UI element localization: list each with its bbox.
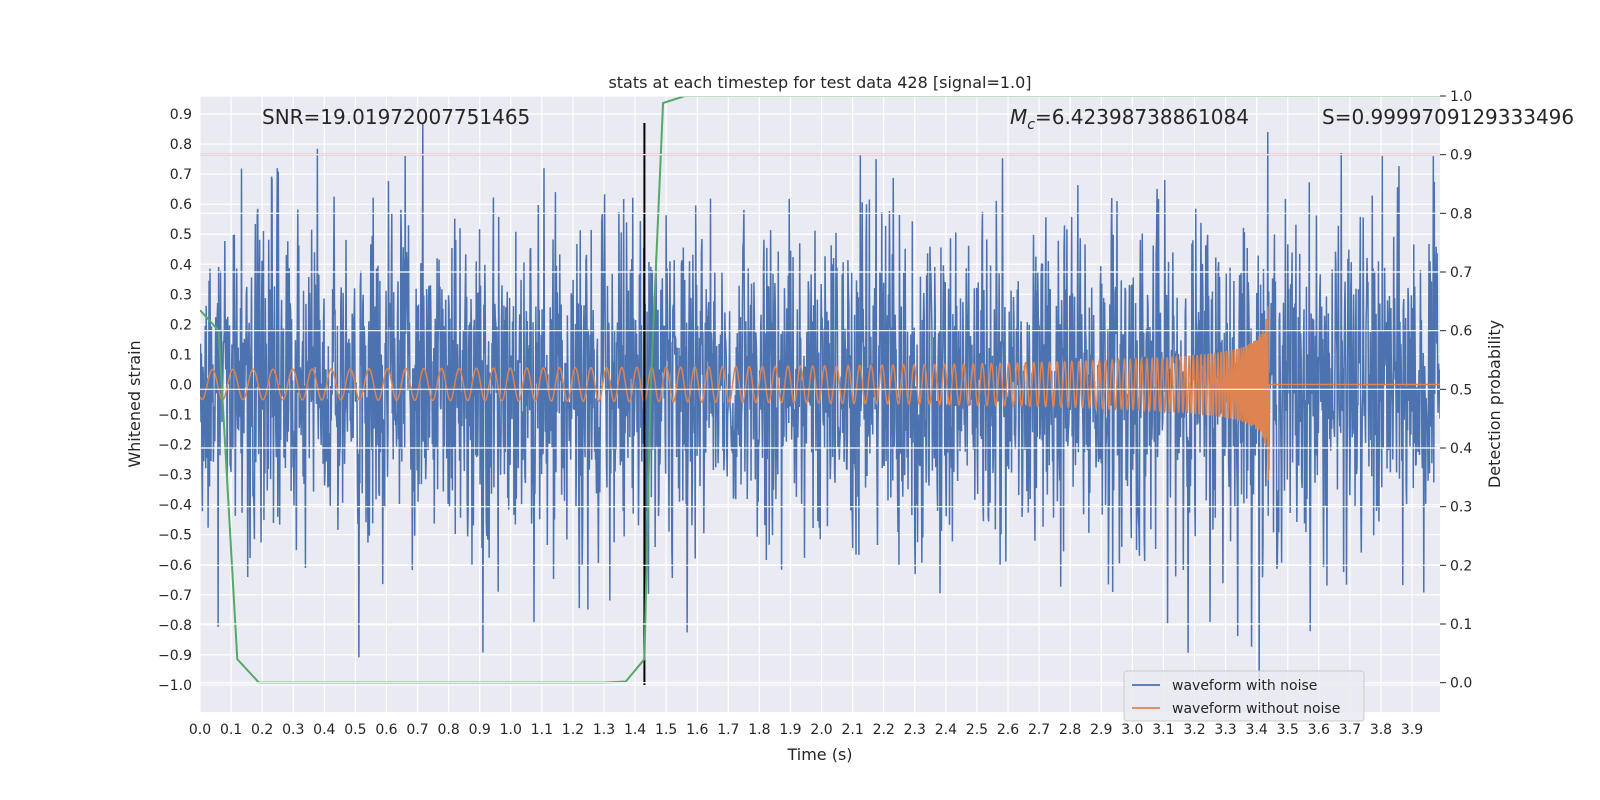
y-tick-label: −0.5 bbox=[158, 528, 192, 544]
x-tick-label: 0.2 bbox=[251, 722, 273, 738]
x-tick-label: 0.4 bbox=[313, 722, 335, 738]
x-tick-label: 2.0 bbox=[810, 722, 832, 738]
y2-tick-label: 0.4 bbox=[1450, 441, 1472, 457]
x-tick-label: 2.4 bbox=[935, 722, 957, 738]
y2-tick-label: 0.2 bbox=[1450, 558, 1472, 574]
x-tick-label: 2.7 bbox=[1028, 722, 1050, 738]
x-tick-label: 0.6 bbox=[375, 722, 397, 738]
x-tick-label: 3.9 bbox=[1401, 722, 1423, 738]
series-waveform-with-noise bbox=[200, 123, 1440, 685]
y-tick-label: 0.4 bbox=[170, 257, 192, 273]
x-tick-label: 1.0 bbox=[500, 722, 522, 738]
y-tick-label: 0.1 bbox=[170, 347, 192, 363]
x-tick-label: 0.5 bbox=[344, 722, 366, 738]
score-annotation: S=0.9999709129333496 bbox=[1322, 105, 1574, 129]
y-tick-label: −0.9 bbox=[158, 648, 192, 664]
x-tick-label: 0.8 bbox=[437, 722, 459, 738]
y-tick-label: 0.0 bbox=[170, 377, 192, 393]
x-tick-label: 3.4 bbox=[1246, 722, 1268, 738]
x-tick-label: 2.8 bbox=[1059, 722, 1081, 738]
chart-title: stats at each timestep for test data 428… bbox=[608, 73, 1031, 92]
chirp-mass-value: =6.42398738861084 bbox=[1035, 105, 1249, 129]
secondary-grid bbox=[200, 96, 1440, 684]
y-tick-label: 0.9 bbox=[170, 107, 192, 123]
y-tick-label: −0.4 bbox=[158, 498, 192, 514]
y-tick-label: −0.8 bbox=[158, 618, 192, 634]
x-tick-label: 1.8 bbox=[748, 722, 770, 738]
series-detection-probability bbox=[200, 96, 1440, 684]
y-tick-label: −0.1 bbox=[158, 408, 192, 424]
x-tick-label: 1.5 bbox=[655, 722, 677, 738]
x-tick-label: 1.1 bbox=[531, 722, 553, 738]
y2-tick-label: 0.3 bbox=[1450, 500, 1472, 516]
x-tick-label: 2.9 bbox=[1090, 722, 1112, 738]
y2-tick-label: 0.0 bbox=[1450, 676, 1472, 692]
x-tick-label: 1.9 bbox=[779, 722, 801, 738]
chirp-mass-symbol: M bbox=[1010, 105, 1027, 129]
x-tick-label: 0.9 bbox=[469, 722, 491, 738]
y-axis-ticks: −1.0 −0.9 −0.8 −0.7 −0.6 −0.5 −0.4 −0.3 −0.2 −0.1… bbox=[158, 107, 192, 694]
x-axis-label: Time (s) bbox=[786, 745, 852, 764]
y-tick-label: −0.7 bbox=[158, 588, 192, 604]
y2-tick-label: 0.7 bbox=[1450, 265, 1472, 281]
y2-tick-label: 0.9 bbox=[1450, 148, 1472, 164]
y-tick-label: 0.5 bbox=[170, 227, 192, 243]
y-tick-label: −0.2 bbox=[158, 438, 192, 454]
y2-axis-label: Detection probability bbox=[1485, 320, 1504, 488]
legend: waveform with noise waveform without noi… bbox=[1123, 670, 1365, 722]
y2-tick-label: 0.6 bbox=[1450, 324, 1472, 340]
x-tick-label: 0.1 bbox=[220, 722, 242, 738]
x-tick-label: 0.3 bbox=[282, 722, 304, 738]
y2-tick-label: 1.0 bbox=[1450, 89, 1472, 105]
x-tick-label: 2.5 bbox=[966, 722, 988, 738]
series-waveform-without-noise bbox=[200, 306, 1440, 481]
x-tick-label: 3.5 bbox=[1277, 722, 1299, 738]
x-tick-label: 0.7 bbox=[406, 722, 428, 738]
x-tick-label: 1.2 bbox=[562, 722, 584, 738]
x-axis-ticks: 0.0 0.1 0.2 0.3 0.4 0.5 0.6 0.7 0.8 0.9 1.0 1.1 1.2 1… bbox=[189, 722, 1423, 738]
plot-area bbox=[200, 96, 1440, 685]
x-tick-label: 3.2 bbox=[1183, 722, 1205, 738]
x-tick-label: 1.4 bbox=[624, 722, 646, 738]
y-tick-label: 0.6 bbox=[170, 197, 192, 213]
y2-tick-label: 0.5 bbox=[1450, 382, 1472, 398]
legend-label-clean: waveform without noise bbox=[1172, 701, 1340, 717]
x-tick-label: 3.0 bbox=[1121, 722, 1143, 738]
x-tick-label: 1.3 bbox=[593, 722, 615, 738]
x-tick-label: 3.1 bbox=[1152, 722, 1174, 738]
y-tick-label: −0.3 bbox=[158, 468, 192, 484]
y2-tick-label: 0.1 bbox=[1450, 617, 1472, 633]
legend-label-noise: waveform with noise bbox=[1172, 678, 1317, 694]
y2-axis-ticks: 0.0 0.1 0.2 0.3 0.4 0.5 0.6 0.7 0.8 0.9 1.0 bbox=[1440, 89, 1472, 692]
x-tick-label: 1.7 bbox=[717, 722, 739, 738]
x-tick-label: 3.3 bbox=[1214, 722, 1236, 738]
x-tick-label: 2.6 bbox=[997, 722, 1019, 738]
x-tick-label: 3.7 bbox=[1339, 722, 1361, 738]
x-tick-label: 0.0 bbox=[189, 722, 211, 738]
y-tick-label: 0.8 bbox=[170, 137, 192, 153]
x-tick-label: 2.1 bbox=[841, 722, 863, 738]
y-tick-label: −1.0 bbox=[158, 678, 192, 694]
chirp-mass-subscript: c bbox=[1027, 117, 1035, 133]
chirp-mass-annotation: Mc=6.42398738861084 bbox=[1010, 105, 1249, 133]
x-tick-label: 2.3 bbox=[904, 722, 926, 738]
x-tick-label: 3.6 bbox=[1308, 722, 1330, 738]
y-tick-label: 0.3 bbox=[170, 287, 192, 303]
y-tick-label: 0.2 bbox=[170, 317, 192, 333]
x-tick-label: 1.6 bbox=[686, 722, 708, 738]
x-tick-label: 3.8 bbox=[1370, 722, 1392, 738]
y-tick-label: 0.7 bbox=[170, 167, 192, 183]
x-tick-label: 2.2 bbox=[873, 722, 895, 738]
snr-annotation: SNR=19.01972007751465 bbox=[262, 105, 530, 129]
y-axis-label: Whitened strain bbox=[125, 340, 144, 467]
legend-box bbox=[1123, 670, 1365, 722]
y-tick-label: −0.6 bbox=[158, 558, 192, 574]
y2-tick-label: 0.8 bbox=[1450, 206, 1472, 222]
